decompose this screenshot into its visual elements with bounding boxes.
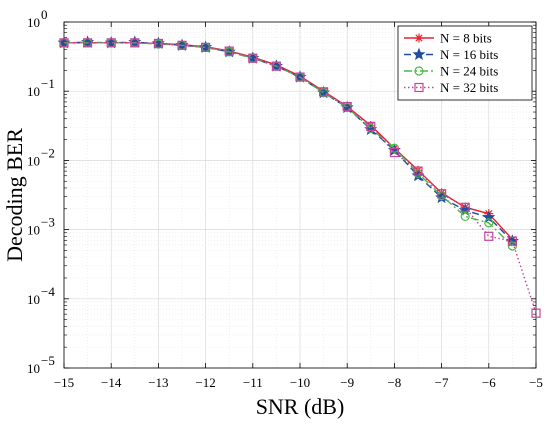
data-point [342, 101, 352, 112]
series-4 [59, 38, 541, 318]
data-point [153, 38, 163, 49]
data-point [437, 189, 447, 199]
data-point [366, 121, 376, 131]
data-point [201, 42, 211, 52]
legend-marker [414, 82, 424, 93]
data-point [460, 211, 470, 222]
axis-ticks: −15 −14 −13 −12 −11 −10 −9 −8 −7 −6 −510−510−410−3… [27, 7, 543, 390]
y-tick-label: 10 [27, 223, 40, 238]
legend-entry: N = 24 bits [404, 64, 498, 79]
legend-marker [414, 66, 424, 76]
y-tick-label: 10 [27, 15, 40, 30]
y-tick-exponent: −2 [41, 145, 55, 160]
x-tick-label: −8 [387, 375, 401, 390]
data-point [507, 236, 517, 246]
legend-marker [414, 33, 424, 43]
legend-entry: N = 32 bits [404, 80, 498, 95]
legend-label: N = 24 bits [440, 64, 498, 79]
legend-label: N = 32 bits [440, 80, 498, 95]
legend-entry: N = 8 bits [404, 31, 492, 46]
y-axis-title: Decoding BER [2, 128, 27, 262]
x-tick-label: −14 [101, 375, 122, 390]
data-point [177, 40, 187, 50]
legend-entry: N = 16 bits [404, 47, 498, 62]
data-point [224, 46, 234, 56]
legend-label: N = 8 bits [440, 31, 492, 46]
data-point [106, 38, 116, 48]
y-tick-exponent: 0 [41, 7, 48, 22]
y-tick-label: 10 [27, 361, 40, 376]
data-point [319, 87, 329, 97]
data-point [389, 147, 399, 158]
data-point [82, 38, 93, 48]
x-axis-title: SNR (dB) [256, 394, 345, 419]
y-tick-label: 10 [27, 153, 40, 168]
x-tick-label: −13 [148, 375, 168, 390]
data-point [248, 53, 258, 63]
x-tick-label: −5 [529, 375, 543, 390]
y-tick-exponent: −5 [41, 353, 55, 368]
x-tick-label: −10 [290, 375, 310, 390]
x-tick-label: −6 [482, 375, 496, 390]
x-tick-label: −9 [340, 375, 354, 390]
y-tick-label: 10 [27, 84, 40, 99]
data-point [59, 38, 69, 48]
data-point [507, 241, 518, 251]
x-tick-label: −12 [195, 375, 215, 390]
series-line [64, 42, 537, 314]
data-point [484, 231, 494, 241]
data-point [271, 61, 281, 71]
data-point [460, 202, 470, 212]
legend-marker [412, 47, 426, 61]
data-point [482, 210, 496, 223]
data-point [130, 38, 140, 48]
data-point [484, 218, 494, 228]
x-tick-label: −7 [435, 375, 449, 390]
y-tick-exponent: −3 [41, 215, 55, 230]
y-tick-label: 10 [27, 292, 40, 307]
data-point [413, 166, 423, 176]
x-tick-label: −11 [243, 375, 263, 390]
data-point [295, 72, 305, 82]
legend-label: N = 16 bits [440, 47, 498, 62]
y-tick-exponent: −1 [41, 76, 55, 91]
x-tick-label: −15 [54, 375, 74, 390]
series-lines [57, 35, 541, 318]
data-point [531, 308, 541, 318]
y-tick-exponent: −4 [41, 284, 55, 299]
